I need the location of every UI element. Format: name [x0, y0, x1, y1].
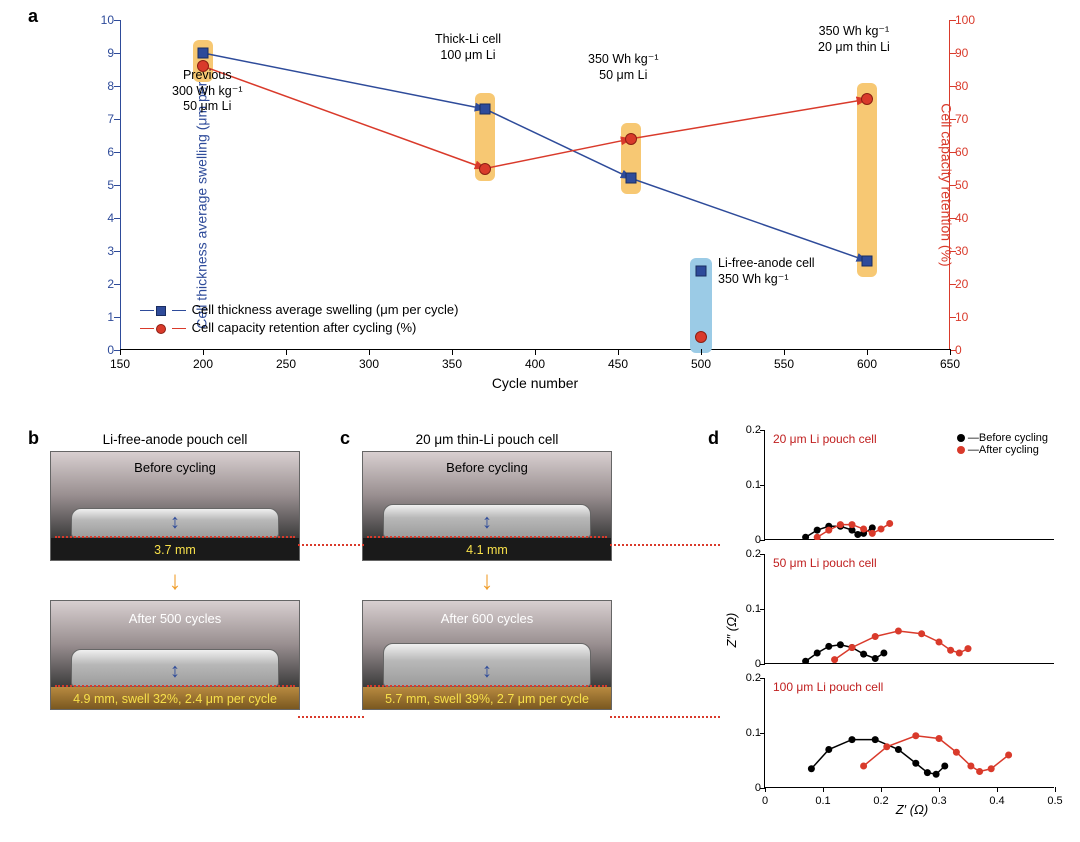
annot-lifree: Li-free-anode cell350 Wh kg⁻¹ — [718, 256, 815, 287]
nyquist-plot: 50 μm Li pouch cell00.10.2 — [764, 554, 1054, 664]
annot-previous: Previous300 Wh kg⁻¹50 μm Li — [172, 68, 243, 115]
panel-c-title: 20 μm thin-Li pouch cell — [362, 432, 612, 447]
before-mm: 4.1 mm — [363, 543, 611, 557]
annot-thick: Thick-Li cell100 μm Li — [435, 32, 501, 63]
panel-c: 20 μm thin-Li pouch cell Before cycling … — [362, 432, 612, 710]
legend: Cell thickness average swelling (μm per … — [140, 302, 459, 335]
annot-350-50: 350 Wh kg⁻¹50 μm Li — [588, 52, 659, 83]
panel-a-label: a — [28, 6, 38, 27]
annot-350-20: 350 Wh kg⁻¹20 μm thin Li — [818, 24, 890, 55]
before-mm: 3.7 mm — [51, 543, 299, 557]
connector-line — [610, 544, 720, 546]
after-label: After 600 cycles — [363, 611, 611, 626]
panel-a: Cell thickness average swelling (μm per … — [40, 10, 1040, 400]
down-arrow-icon: ↓ — [50, 565, 300, 596]
panel-b-title: Li-free-anode pouch cell — [50, 432, 300, 447]
after-label: After 500 cycles — [51, 611, 299, 626]
d-y-title: Z″ (Ω) — [724, 613, 739, 648]
nyquist-plot: 20 μm Li pouch cell—Before cycling—After… — [764, 430, 1054, 540]
after-mm: 4.9 mm, swell 32%, 2.4 μm per cycle — [51, 692, 299, 706]
connector-line — [610, 716, 720, 718]
photo-b-after: After 500 cycles ↕ 4.9 mm, swell 32%, 2.… — [50, 600, 300, 710]
photo-c-after: After 600 cycles ↕ 5.7 mm, swell 39%, 2.… — [362, 600, 612, 710]
nyquist-plot: 100 μm Li pouch cell00.10.200.10.20.30.4… — [764, 678, 1054, 788]
panel-b: Li-free-anode pouch cell Before cycling … — [50, 432, 300, 710]
before-label: Before cycling — [51, 460, 299, 475]
panel-c-label: c — [340, 428, 350, 449]
panel-d: Z″ (Ω) 20 μm Li pouch cell—Before cyclin… — [720, 430, 1060, 830]
photo-c-before: Before cycling ↕ 4.1 mm — [362, 451, 612, 561]
x-title: Cycle number — [492, 375, 578, 391]
photo-b-before: Before cycling ↕ 3.7 mm — [50, 451, 300, 561]
panel-b-label: b — [28, 428, 39, 449]
before-label: Before cycling — [363, 460, 611, 475]
connector-line — [298, 544, 364, 546]
down-arrow-icon: ↓ — [362, 565, 612, 596]
legend-retention: Cell capacity retention after cycling (%… — [192, 320, 417, 335]
panel-d-label: d — [708, 428, 719, 449]
chart-a-plot: Cycle number Previous300 Wh kg⁻¹50 μm Li… — [120, 20, 950, 350]
connector-line — [298, 716, 364, 718]
legend-swelling: Cell thickness average swelling (μm per … — [192, 302, 459, 317]
after-mm: 5.7 mm, swell 39%, 2.7 μm per cycle — [363, 692, 611, 706]
